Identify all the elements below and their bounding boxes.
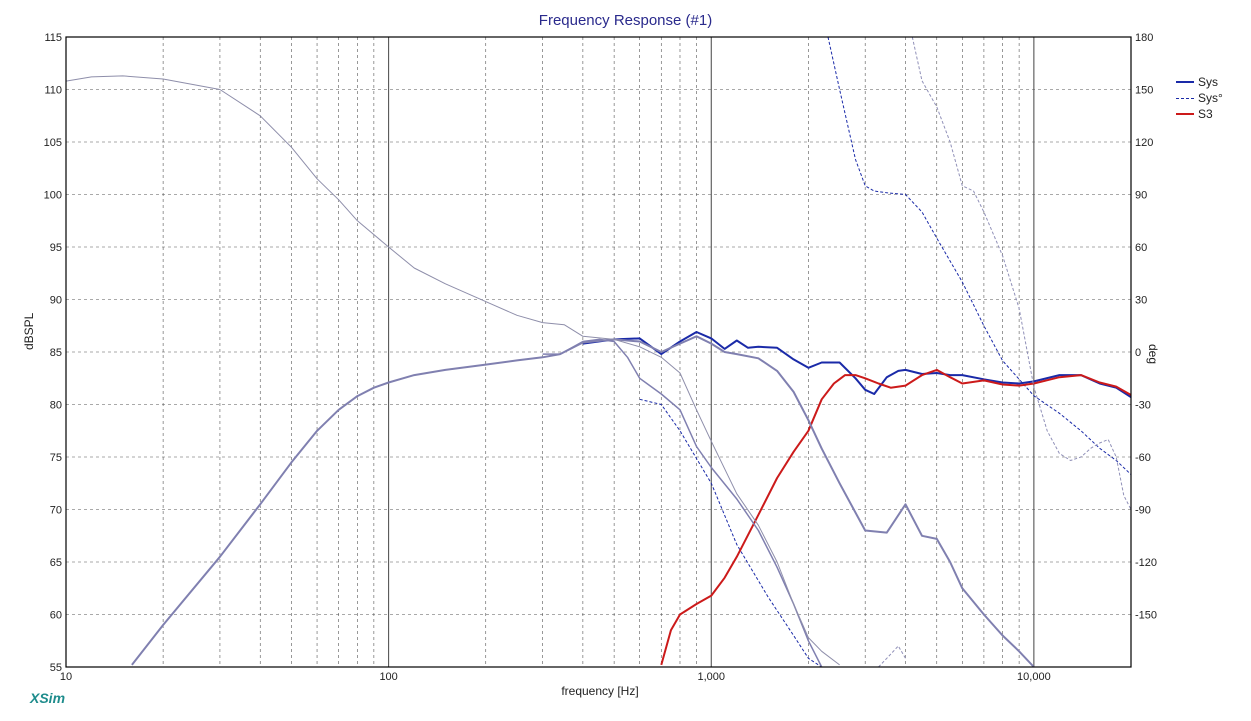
y2-axis-label: deg bbox=[1146, 344, 1160, 365]
legend-item-sys-phase[interactable]: Sys° bbox=[1176, 90, 1223, 106]
y-axis-label: dBSPL bbox=[22, 312, 36, 350]
series-line-driver-5 bbox=[65, 75, 840, 666]
chart-legend: Sys Sys° S3 bbox=[1176, 74, 1223, 122]
y2-tick-label: 90 bbox=[1135, 190, 1147, 202]
legend-swatch bbox=[1176, 113, 1194, 115]
y-tick-label: 55 bbox=[50, 662, 62, 674]
legend-label: Sys bbox=[1198, 75, 1219, 89]
legend-label: S3 bbox=[1198, 107, 1213, 121]
y-tick-label: 110 bbox=[44, 85, 62, 97]
x-tick-label: 10,000 bbox=[1017, 671, 1051, 683]
series-lines bbox=[65, 36, 1132, 668]
y2-tick-label: 150 bbox=[1135, 85, 1153, 97]
y-tick-label: 100 bbox=[44, 190, 62, 202]
y-tick-label: 80 bbox=[50, 400, 62, 412]
series-line-driver-4 bbox=[542, 338, 823, 668]
y2-tick-label: 60 bbox=[1135, 242, 1147, 254]
x-tick-label: 100 bbox=[379, 671, 397, 683]
y-tick-label: 105 bbox=[44, 137, 62, 149]
legend-label: Sys° bbox=[1198, 91, 1223, 105]
y-tick-label: 85 bbox=[50, 347, 62, 359]
plot-area bbox=[65, 36, 1132, 668]
y-tick-label: 90 bbox=[50, 295, 62, 307]
tick-labels: 10 100 1,000 10,000 55 60 65 70 75 80 85 90 95 100 105… bbox=[44, 32, 1157, 683]
series-line-sys-phase bbox=[639, 36, 1132, 668]
y-tick-label: 115 bbox=[44, 32, 62, 44]
y2-tick-label: 0 bbox=[1135, 347, 1141, 359]
chart-title: Frequency Response (#1) bbox=[538, 12, 713, 29]
y-tick-label: 60 bbox=[50, 610, 62, 622]
y2-tick-label: 30 bbox=[1135, 295, 1147, 307]
y-tick-label: 95 bbox=[50, 242, 62, 254]
y2-tick-label: -90 bbox=[1135, 505, 1151, 517]
legend-item-sys[interactable]: Sys bbox=[1176, 74, 1223, 90]
y2-tick-label: -30 bbox=[1135, 400, 1151, 412]
x-axis-label: frequency [Hz] bbox=[561, 684, 639, 698]
series-line-sys bbox=[582, 331, 1132, 398]
y2-tick-label: -120 bbox=[1135, 557, 1157, 569]
legend-swatch bbox=[1176, 81, 1194, 83]
y2-tick-label: -150 bbox=[1135, 610, 1157, 622]
legend-swatch bbox=[1176, 97, 1194, 99]
y-tick-label: 70 bbox=[50, 505, 62, 517]
y2-tick-label: -60 bbox=[1135, 452, 1151, 464]
y2-tick-label: 180 bbox=[1135, 32, 1153, 44]
y2-tick-label: 120 bbox=[1135, 137, 1153, 149]
series-line-s3 bbox=[660, 368, 1132, 666]
app-brand-logo: XSim bbox=[30, 690, 66, 706]
x-tick-label: 10 bbox=[60, 671, 72, 683]
series-line-driver-3 bbox=[131, 335, 1035, 668]
x-tick-label: 1,000 bbox=[697, 671, 725, 683]
y-tick-label: 65 bbox=[50, 557, 62, 569]
y-tick-label: 75 bbox=[50, 452, 62, 464]
legend-item-s3[interactable]: S3 bbox=[1176, 106, 1223, 122]
